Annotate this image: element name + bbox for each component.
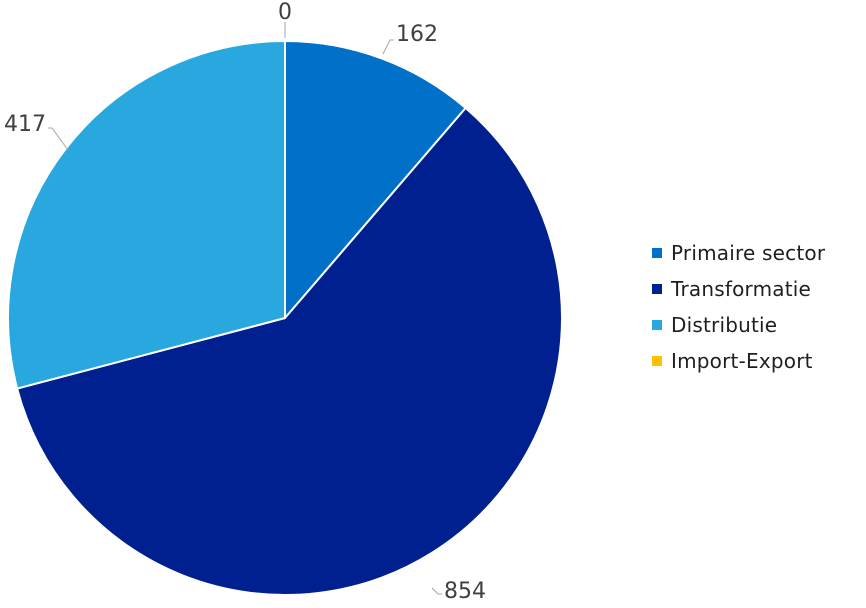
pie-slice-primaire-sector — [284, 40, 467, 319]
legend-label-primaire-sector: Primaire sector — [671, 241, 826, 265]
legend-item-distributie: Distributie — [652, 307, 857, 343]
legend-swatch-import-export — [652, 356, 662, 366]
data-label-distributie: 417 — [4, 112, 46, 137]
legend-label-distributie: Distributie — [671, 313, 778, 337]
pie-slices — [7, 40, 563, 596]
leader-line-transformatie — [431, 587, 442, 595]
legend-item-primaire-sector: Primaire sector — [652, 235, 857, 271]
legend-label-import-export: Import-Export — [671, 349, 813, 373]
leader-line-distributie — [48, 127, 69, 151]
pie-slice-transformatie — [16, 106, 563, 596]
legend: Primaire sector Transformatie Distributi… — [652, 235, 857, 379]
legend-swatch-distributie — [652, 320, 662, 330]
legend-swatch-primaire-sector — [652, 248, 662, 258]
pie-slice-distributie — [7, 40, 286, 390]
pie-data-labels: 162 854 417 0 — [4, 0, 486, 604]
legend-item-transformatie: Transformatie — [652, 271, 857, 307]
legend-item-import-export: Import-Export — [652, 343, 857, 379]
legend-swatch-transformatie — [652, 284, 662, 294]
leader-line-primaire-sector — [382, 39, 394, 55]
pie-leader-lines — [48, 22, 442, 595]
data-label-import-export: 0 — [278, 0, 292, 25]
data-label-transformatie: 854 — [444, 579, 486, 604]
legend-label-transformatie: Transformatie — [671, 277, 812, 301]
data-label-primaire-sector: 162 — [396, 22, 438, 47]
